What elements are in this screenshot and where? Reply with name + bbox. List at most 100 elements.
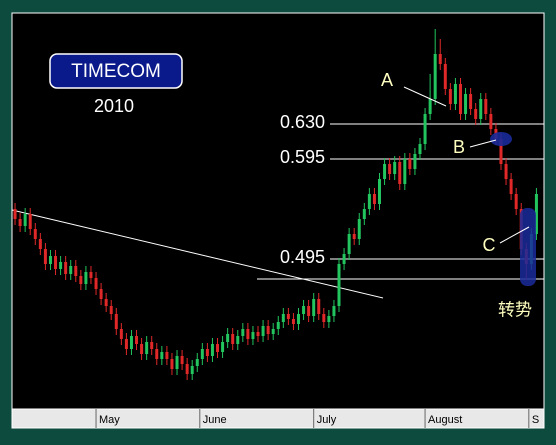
candle-body: [160, 352, 164, 359]
candle-body: [281, 314, 285, 322]
candle-body: [256, 332, 260, 336]
candle-body: [119, 329, 123, 339]
candle-body: [448, 89, 452, 104]
candle-body: [33, 229, 37, 239]
candle-body: [413, 154, 417, 169]
candle-body: [94, 278, 98, 289]
candle-body: [28, 214, 32, 229]
candle-body: [226, 334, 230, 342]
candle-body: [251, 332, 255, 339]
candle-body: [307, 306, 311, 316]
candle-body: [408, 159, 412, 169]
candle-body: [38, 239, 42, 249]
title-badge: [49, 53, 183, 89]
candle-body: [393, 162, 397, 174]
candle-body: [337, 264, 341, 306]
candle-body: [99, 289, 103, 299]
candle-body: [297, 314, 301, 324]
candle-body: [362, 209, 366, 219]
candle-body: [342, 254, 346, 264]
candle-body: [200, 349, 204, 359]
candle-body: [246, 329, 250, 339]
candle-body: [43, 249, 47, 264]
candle-body: [352, 234, 356, 239]
candle-body: [479, 99, 483, 119]
x-tick-label: August: [428, 414, 462, 426]
candle-body: [322, 314, 326, 322]
candle-body: [64, 262, 68, 274]
annotation: 转势: [498, 300, 532, 319]
candle-body: [377, 179, 381, 204]
candle-body: [155, 349, 159, 359]
candle-body: [170, 359, 174, 369]
annotation: A: [381, 70, 393, 90]
candle-body: [89, 272, 93, 278]
candle-body: [504, 164, 508, 179]
candle-body: [509, 179, 513, 194]
candle-body: [231, 334, 235, 344]
candle-body: [13, 209, 17, 219]
candle-body: [291, 319, 295, 324]
candle-body: [276, 322, 280, 329]
candle-body: [453, 84, 457, 104]
candle-body: [474, 109, 478, 119]
candle-body: [383, 164, 387, 179]
pointer-c: [499, 226, 530, 244]
candle-body: [236, 336, 240, 344]
candle-body: [367, 194, 371, 209]
candle-body: [150, 342, 154, 349]
candle-body: [271, 329, 275, 334]
candle-body: [241, 329, 245, 336]
candle-body: [109, 306, 113, 314]
candle-body: [205, 349, 209, 356]
candle-body: [145, 342, 149, 354]
highlight-c: [520, 208, 536, 286]
candle-body: [489, 114, 493, 129]
candle-body: [221, 342, 225, 352]
candle-body: [84, 272, 88, 284]
chart-subtitle: 2010: [94, 96, 134, 116]
candle-body: [114, 314, 118, 329]
trend-line: [11, 209, 384, 299]
candle-body: [135, 336, 139, 344]
candle-body: [69, 266, 73, 274]
candle-body: [484, 99, 488, 114]
candle-body: [190, 366, 194, 374]
candle-body: [74, 266, 78, 276]
candle-body: [140, 344, 144, 354]
candle-body: [332, 306, 336, 316]
x-tick-label: July: [317, 414, 337, 426]
candle-body: [48, 256, 52, 264]
candle-body: [59, 262, 63, 269]
candle-body: [438, 54, 442, 64]
candle-body: [129, 336, 133, 349]
level-label: 0.495: [280, 247, 325, 267]
candle-body: [443, 64, 447, 89]
highlight-b: [490, 132, 512, 146]
candle-body: [210, 344, 214, 356]
candle-body: [499, 139, 503, 164]
candle-body: [327, 316, 331, 322]
candle-body: [79, 276, 83, 284]
x-axis-strip: [11, 408, 545, 429]
candle-body: [23, 214, 27, 226]
candle-body: [398, 162, 402, 184]
candle-body: [428, 99, 432, 114]
candle-body: [216, 344, 220, 352]
candle-body: [469, 94, 473, 109]
candle-body: [433, 54, 437, 99]
candle-body: [124, 339, 128, 349]
chart-title: TIMECOM: [71, 61, 161, 82]
candle-body: [357, 219, 361, 239]
candle-body: [388, 164, 392, 174]
candle-body: [165, 352, 169, 359]
candle-body: [195, 359, 199, 366]
candle-body: [175, 356, 179, 369]
annotation: B: [453, 137, 465, 157]
candle-body: [458, 84, 462, 114]
level-label: 0.595: [280, 147, 325, 167]
candle-body: [347, 234, 351, 254]
candle-body: [185, 364, 189, 374]
candle-body: [286, 314, 290, 319]
